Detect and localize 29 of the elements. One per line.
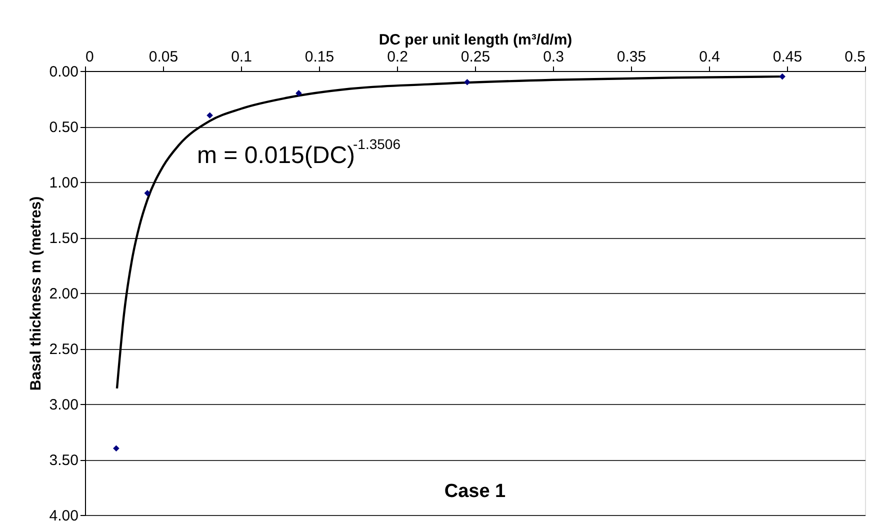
x-tick-label: 0.25: [460, 48, 490, 66]
y-tick-label: 0.00: [49, 64, 78, 80]
x-tick-label: 0.3: [543, 48, 564, 66]
y-tick-label: 1.50: [49, 230, 78, 247]
y-tick-label: 4.00: [49, 508, 78, 524]
y-tick-label: 2.50: [49, 341, 78, 358]
point: [464, 78, 470, 86]
annotation: Case 1: [444, 481, 506, 502]
x-tick-label: 0.15: [304, 48, 334, 66]
x-axis-title: DC per unit length (m³/d/m): [378, 32, 572, 48]
x-tick-label: 0.5: [844, 48, 866, 66]
x-tick-label: 0.05: [148, 48, 178, 66]
y-tick-label: 2.00: [49, 286, 78, 302]
x-tick-label: 0.4: [699, 48, 720, 66]
x-tick-label: 0.35: [616, 48, 646, 66]
point: [779, 73, 786, 80]
point: [296, 90, 302, 96]
x-tick-label: 0.45: [772, 48, 802, 66]
point: [206, 112, 213, 119]
y-tick-label: 0.50: [49, 119, 78, 136]
x-tick-label: 0: [86, 48, 94, 66]
x-tick-label: 0.2: [387, 48, 408, 66]
y-axis-title: Basal thickness m (metres): [27, 196, 44, 391]
y-tick-label: 1.00: [49, 174, 78, 192]
y-tick-label: 3.50: [49, 452, 78, 469]
point: [113, 445, 120, 452]
x-tick-label: 0.1: [231, 48, 252, 66]
point: [144, 190, 151, 196]
y-tick-label: 3.00: [49, 396, 78, 414]
